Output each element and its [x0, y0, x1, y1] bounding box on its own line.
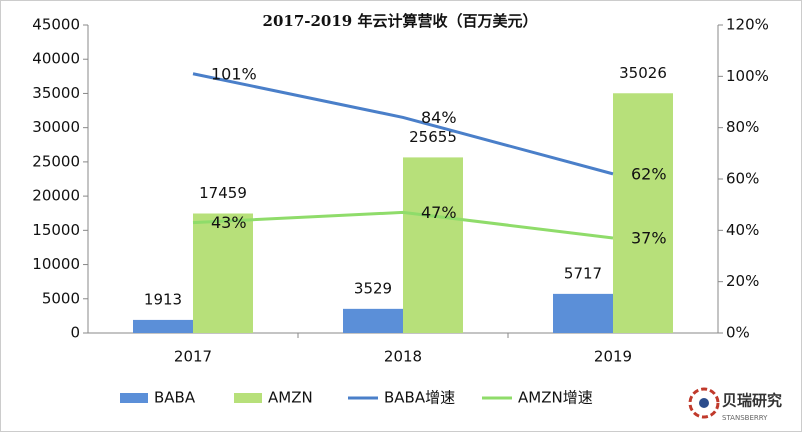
- watermark-text: 贝瑞研究: [722, 392, 782, 410]
- y2-tick-label: 120%: [726, 16, 769, 34]
- line: [192, 72, 614, 176]
- bar: [403, 157, 463, 333]
- bar-value-label: 35026: [619, 64, 667, 82]
- bar: [193, 213, 253, 333]
- y2-tick-label: 100%: [726, 67, 769, 85]
- y2-tick-label: 20%: [726, 272, 759, 290]
- legend-label: AMZN增速: [518, 389, 593, 407]
- y-tick-label: 40000: [32, 50, 80, 68]
- legend-label: BABA: [154, 389, 196, 407]
- bar: [613, 93, 673, 334]
- y-tick-label: 15000: [32, 221, 80, 239]
- bar-value-label: 1913: [144, 290, 182, 308]
- y2-tick-label: 60%: [726, 170, 759, 188]
- legend-swatch: [234, 393, 262, 403]
- y-tick-label: 20000: [32, 187, 80, 205]
- y-tick-label: 45000: [32, 16, 80, 34]
- x-tick-label: 2019: [594, 348, 632, 366]
- y2-tick-label: 0%: [726, 324, 750, 342]
- bar-value-label: 17459: [199, 184, 247, 202]
- y-tick-label: 0: [70, 324, 80, 342]
- bar-value-label: 25655: [409, 128, 457, 146]
- watermark-subtext: STANSBERRY: [722, 414, 768, 422]
- y2-tick-label: 40%: [726, 221, 759, 239]
- logo-core: [699, 398, 709, 408]
- y-tick-label: 35000: [32, 84, 80, 102]
- line: [192, 210, 614, 240]
- line-value-label: 84%: [421, 108, 457, 127]
- legend-label: BABA增速: [384, 389, 455, 407]
- legend-swatch: [120, 393, 148, 403]
- bar-value-label: 5717: [564, 264, 602, 282]
- y-tick-label: 25000: [32, 152, 80, 170]
- logo: [688, 387, 720, 419]
- chart-title: 2017-2019 年云计算营收（百万美元）: [263, 12, 538, 30]
- line-value-label: 47%: [421, 203, 457, 222]
- bar-value-label: 3529: [354, 279, 392, 297]
- y2-tick-label: 80%: [726, 118, 759, 136]
- y-tick-label: 30000: [32, 118, 80, 136]
- line-value-label: 37%: [631, 229, 667, 248]
- bar: [553, 293, 613, 333]
- x-tick-label: 2018: [384, 348, 422, 366]
- y-tick-label: 10000: [32, 255, 80, 273]
- x-tick-label: 2017: [174, 348, 212, 366]
- bar: [133, 319, 193, 333]
- legend-label: AMZN: [268, 389, 313, 407]
- y-tick-label: 5000: [42, 289, 80, 307]
- bar: [343, 308, 403, 333]
- line-value-label: 62%: [631, 164, 667, 183]
- line-value-label: 101%: [211, 64, 257, 83]
- line-value-label: 43%: [211, 213, 247, 232]
- watermark: 贝瑞研究 STANSBERRY: [688, 387, 782, 422]
